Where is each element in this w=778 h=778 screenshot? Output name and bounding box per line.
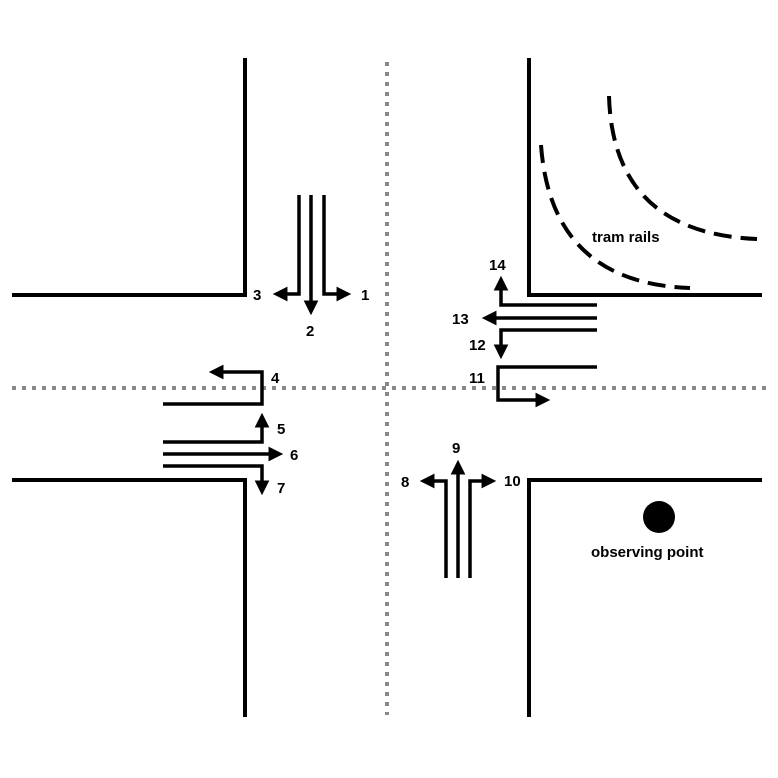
arrow-14: [493, 275, 597, 307]
curb-top-right: [527, 58, 762, 297]
label-5: 5: [277, 421, 285, 438]
observing-point-label: observing point: [591, 544, 704, 561]
label-10: 10: [504, 473, 521, 490]
curb-bottom-right: [527, 478, 762, 717]
arrow-5: [163, 412, 270, 444]
label-6: 6: [290, 447, 298, 464]
arrow-8: [419, 473, 448, 578]
tram-rail-outer: [607, 95, 758, 241]
tram-rails: [539, 95, 758, 290]
label-7: 7: [277, 480, 285, 497]
arrow-10: [468, 473, 497, 578]
tram-rails-label: tram rails: [592, 229, 660, 246]
label-13: 13: [452, 311, 469, 328]
movement-arrows: [163, 195, 597, 578]
label-8: 8: [401, 474, 409, 491]
arrow-1: [322, 195, 352, 302]
arrow-7: [163, 464, 270, 496]
arrow-4: [163, 364, 264, 406]
curb-bottom-left: [12, 478, 247, 717]
label-12: 12: [469, 337, 486, 354]
label-11: 11: [469, 370, 485, 387]
movement-labels: 1 2 3 4 5 6 7 8 9 10 11 12 13 14: [253, 257, 521, 497]
label-1: 1: [361, 287, 369, 304]
label-3: 3: [253, 287, 261, 304]
road-curbs: [12, 58, 762, 717]
label-9: 9: [452, 440, 460, 457]
curb-top-left: [12, 58, 247, 297]
label-14: 14: [489, 257, 506, 274]
observing-point-marker: [643, 501, 675, 533]
arrow-12: [493, 328, 597, 360]
center-lines: [12, 62, 772, 715]
tram-rail-inner: [539, 144, 691, 290]
label-4: 4: [271, 370, 280, 387]
arrow-3: [272, 195, 301, 302]
label-2: 2: [306, 323, 314, 340]
arrow-11: [496, 365, 597, 408]
